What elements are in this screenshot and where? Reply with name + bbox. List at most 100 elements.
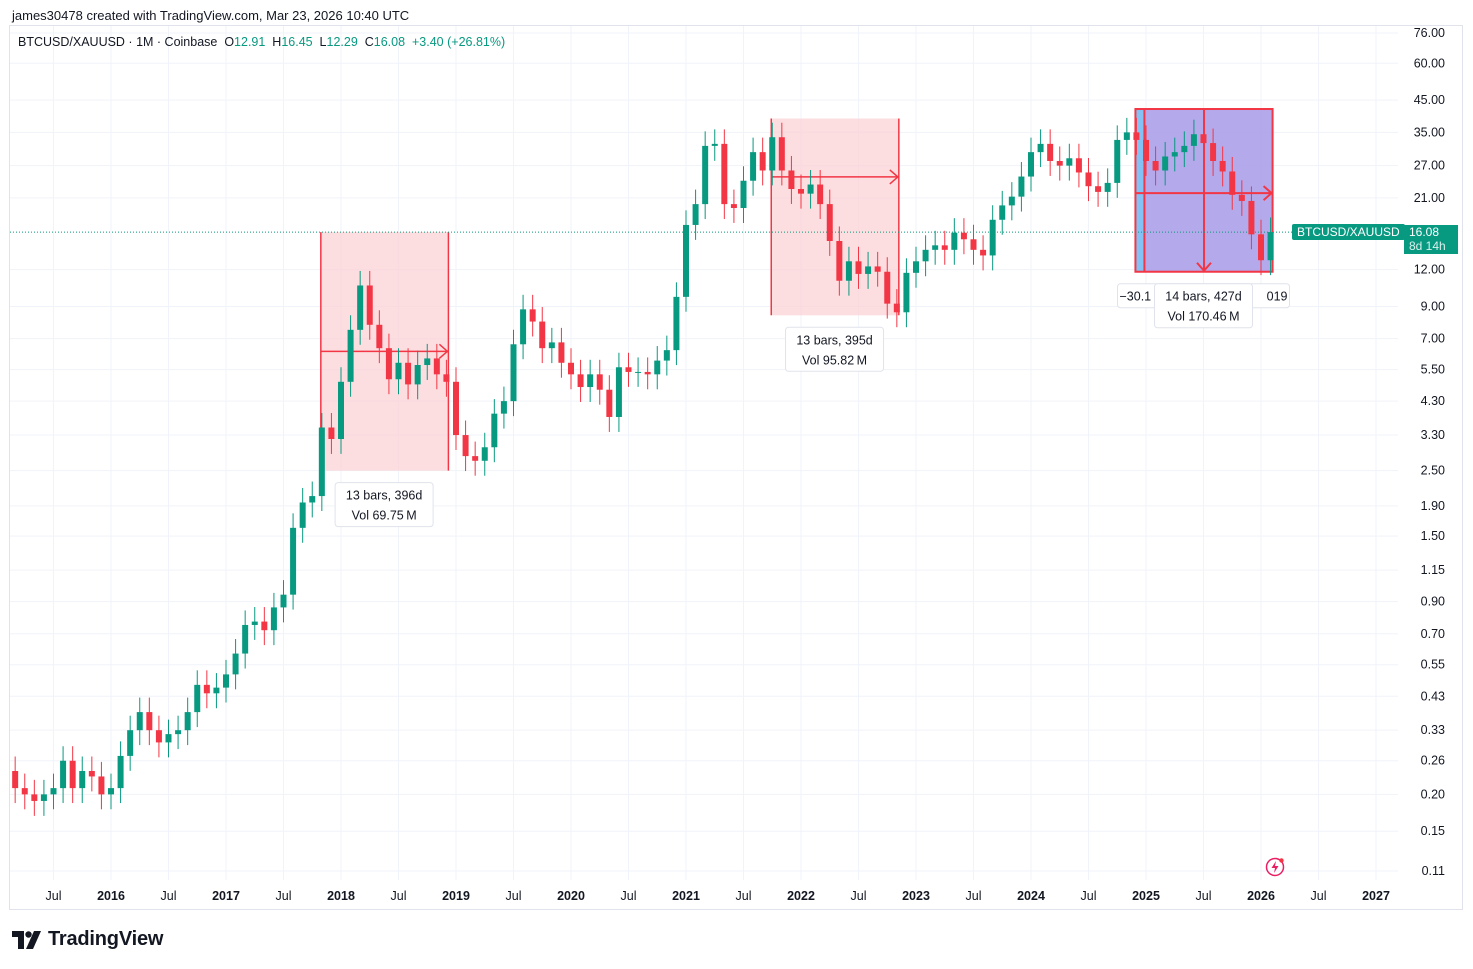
tradingview-wordmark: TradingView	[48, 928, 164, 950]
candle-body	[223, 674, 229, 688]
x-axis-tick-label: Jul	[46, 889, 62, 903]
candle-body	[980, 249, 987, 256]
candle-body	[1219, 160, 1226, 172]
candle-body	[242, 624, 249, 654]
x-axis-tick-label: Jul	[161, 889, 177, 903]
y-axis-tick-label: 60.00	[1414, 56, 1445, 70]
candle-body	[79, 771, 86, 789]
candle-body	[635, 371, 642, 373]
candle-body	[385, 348, 392, 380]
candle-body	[117, 755, 124, 789]
candle-body	[1104, 182, 1111, 192]
last-price-tag: 16.08 8d 14h	[1404, 225, 1458, 254]
measure-label[interactable]: 13 bars, 396d Vol 69.75 M	[334, 482, 434, 528]
candle-body	[395, 362, 402, 380]
measure-arrow-right	[1262, 185, 1274, 201]
candle-body	[491, 413, 498, 448]
candle-body	[922, 249, 929, 262]
y-axis-tick-label: 0.11	[1422, 864, 1445, 878]
attribution-text: james30478 created with TradingView.com,…	[12, 8, 410, 23]
candle-body	[683, 224, 689, 297]
ohlc-legend: BTCUSD/XAUUSD · 1M · Coinbase O12.91 H16…	[18, 35, 505, 49]
candle-body	[932, 245, 939, 250]
candle-body	[1181, 145, 1188, 153]
x-axis-tick-label: 2022	[787, 889, 815, 903]
low-value: 12.29	[326, 35, 358, 49]
candle-body	[40, 794, 47, 801]
candle-body	[721, 143, 728, 205]
low-label: L	[319, 35, 327, 49]
y-axis-tick-label: 35.00	[1414, 125, 1445, 139]
last-price-value: 16.08	[1409, 225, 1440, 239]
candle-body	[989, 219, 996, 256]
y-axis-tick-label: 76.00	[1414, 26, 1445, 40]
measure-label[interactable]: 13 bars, 395d Vol 95.82 M	[785, 326, 885, 372]
candle-body	[663, 350, 670, 361]
candle-body	[472, 456, 479, 461]
candle-body	[405, 362, 412, 385]
candle-body	[1028, 152, 1034, 177]
candle-body	[548, 342, 555, 349]
symbol-label[interactable]: BTCUSD/XAUUSD · 1M · Coinbase	[18, 35, 218, 49]
y-axis-tick-label: 4.30	[1421, 394, 1445, 408]
candle-body	[414, 365, 421, 385]
y-axis-tick-label: 0.55	[1421, 658, 1445, 672]
candle-body	[999, 205, 1006, 220]
measure-label-volume: Vol 69.75 M	[352, 509, 417, 523]
candle-body	[568, 362, 574, 375]
candle-body	[587, 374, 594, 388]
candle-body	[625, 367, 632, 372]
x-axis-tick-label: Jul	[1081, 889, 1097, 903]
x-axis-tick-label: 2027	[1362, 889, 1390, 903]
candle-body	[865, 266, 872, 274]
candle-body	[1248, 200, 1255, 235]
candle-body	[1123, 132, 1130, 140]
candle-body	[1162, 156, 1169, 171]
candle-body	[615, 367, 622, 417]
candle-body	[577, 374, 584, 388]
candle-body	[127, 730, 134, 756]
measure-label-bars: 14 bars, 427d	[1165, 290, 1241, 304]
candle-body	[644, 371, 651, 375]
candle-body	[1190, 134, 1197, 146]
candle-body	[12, 771, 19, 789]
measure-label[interactable]: −30.1 019 14 bars, 427d Vol 170.46 M	[1117, 283, 1290, 329]
candle-body	[155, 730, 162, 743]
measure-label-box	[334, 482, 434, 528]
x-axis-tick-label: Jul	[1196, 889, 1212, 903]
candle-body	[1037, 143, 1044, 153]
close-value: 16.08	[373, 35, 406, 49]
tradingview-logo[interactable]: TradingView	[12, 928, 163, 951]
y-axis-tick-label: 7.00	[1421, 332, 1445, 346]
x-axis-tick-label: 2021	[672, 889, 700, 903]
open-value: 12.91	[234, 35, 266, 49]
measure-label-bars: 13 bars, 396d	[346, 489, 422, 503]
candle-body	[1210, 143, 1217, 161]
candle-body	[855, 261, 862, 274]
x-axis-tick-label: 2023	[902, 889, 930, 903]
measure-arrow-right	[438, 343, 449, 359]
candle-body	[1258, 234, 1264, 261]
candle-body	[750, 152, 757, 181]
measure-label-volume: Vol 170.46 M	[1168, 310, 1240, 324]
candle-body	[845, 261, 852, 281]
candle-body	[88, 771, 95, 777]
lightning-icon[interactable]	[1265, 857, 1285, 877]
candle-body	[338, 381, 344, 440]
candle-body	[606, 389, 613, 417]
candle-body	[60, 760, 67, 789]
candle-body	[69, 760, 76, 789]
candle-body	[165, 734, 172, 743]
candle-body	[510, 344, 517, 402]
candle-body	[50, 788, 57, 795]
candle-body	[347, 329, 354, 382]
candle-body	[299, 502, 306, 528]
chart-frame	[9, 25, 1463, 910]
y-axis-tick-label: 9.00	[1421, 299, 1445, 313]
candle-body	[424, 358, 431, 366]
candle-body	[21, 788, 28, 795]
candle-body	[1095, 186, 1102, 192]
x-axis-tick-label: Jul	[1311, 889, 1327, 903]
candle-body	[558, 342, 565, 363]
